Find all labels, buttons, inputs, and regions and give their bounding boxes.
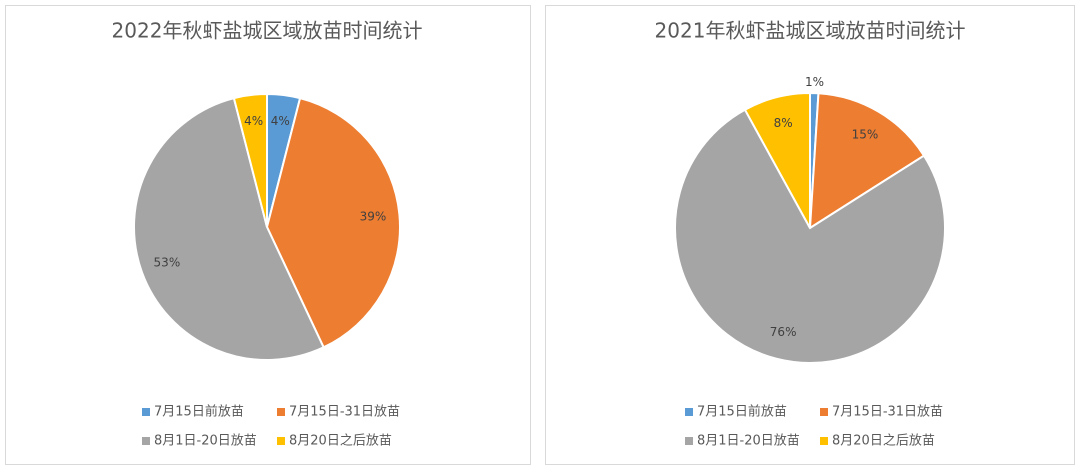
- chart-title: 2021年秋虾盐城区域放苗时间统计: [655, 19, 966, 43]
- chart-title: 2022年秋虾盐城区域放苗时间统计: [112, 19, 423, 43]
- legend-label: 7月15日-31日放苗: [289, 405, 400, 420]
- legend-marker: [277, 437, 285, 445]
- pie-slice: [808, 92, 926, 230]
- legend-label: 8月1日-20日放苗: [154, 434, 257, 449]
- legend-marker: [820, 437, 828, 445]
- legend-label: 8月20日之后放苗: [289, 434, 392, 449]
- legend-label: 8月20日之后放苗: [832, 434, 935, 449]
- data-label: 76%: [770, 325, 797, 339]
- pie-slice: [674, 108, 946, 364]
- legend-label: 8月1日-20日放苗: [697, 434, 800, 449]
- legend-marker: [685, 437, 693, 445]
- legend-label: 7月15日前放苗: [697, 404, 787, 420]
- legend-marker: [142, 408, 150, 416]
- pie-slice: [743, 91, 811, 229]
- pie-slice: [232, 92, 268, 228]
- data-label: 4%: [244, 114, 263, 128]
- data-label: 53%: [154, 256, 181, 270]
- legend-label: 7月15日前放苗: [154, 404, 244, 420]
- pie-slice: [265, 96, 401, 349]
- legend-marker: [277, 408, 285, 416]
- data-label: 8%: [774, 116, 793, 130]
- data-label: 4%: [271, 114, 290, 128]
- legend-marker: [685, 408, 693, 416]
- legend-marker: [142, 437, 150, 445]
- data-label: 15%: [852, 128, 879, 142]
- data-label: 39%: [360, 209, 387, 223]
- data-label: 1%: [805, 75, 824, 89]
- pie-slice: [133, 96, 325, 361]
- legend-marker: [820, 408, 828, 416]
- legend-label: 7月15日-31日放苗: [832, 405, 943, 420]
